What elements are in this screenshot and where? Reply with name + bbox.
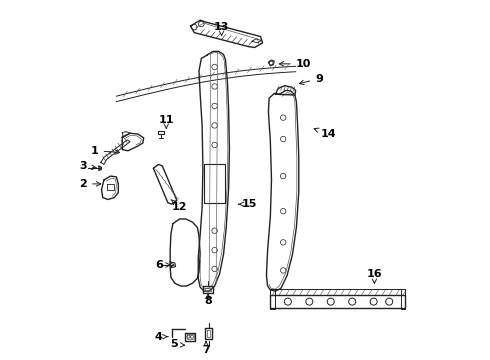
Text: 1: 1	[91, 146, 120, 156]
Text: 8: 8	[204, 293, 212, 306]
Text: 14: 14	[314, 128, 337, 139]
Text: 3: 3	[79, 161, 96, 171]
Text: 5: 5	[170, 339, 185, 350]
Text: 16: 16	[367, 269, 382, 283]
Text: 7: 7	[202, 341, 210, 355]
Text: 10: 10	[279, 59, 311, 69]
Text: 6: 6	[155, 260, 170, 270]
Text: 15: 15	[239, 199, 257, 209]
Text: 4: 4	[154, 332, 168, 342]
Text: 2: 2	[79, 179, 101, 189]
Text: 9: 9	[299, 74, 323, 85]
Text: 13: 13	[214, 22, 229, 36]
Text: 12: 12	[171, 199, 188, 212]
Text: 11: 11	[158, 114, 174, 128]
